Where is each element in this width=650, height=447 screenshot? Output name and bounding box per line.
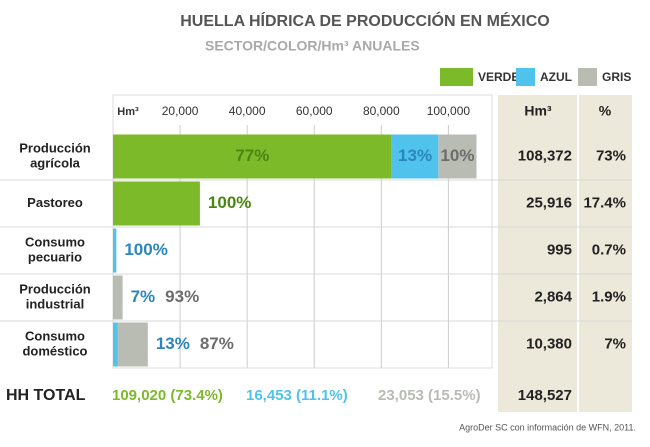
bar-segment	[113, 228, 117, 273]
category-label: Consumo	[25, 234, 85, 249]
value-label: 93%	[165, 287, 199, 306]
legend-label: GRIS	[602, 70, 631, 84]
value-label: 13%	[398, 146, 432, 165]
value-label: 100%	[208, 193, 251, 212]
category-label: Pastoreo	[27, 195, 83, 210]
category-label: agrícola	[30, 155, 81, 170]
table-cell: 108,372	[518, 147, 572, 164]
total-label: HH TOTAL	[6, 387, 86, 404]
total-cell: 109,020 (73.4%)	[112, 387, 223, 404]
value-label: 7%	[131, 287, 156, 306]
table-background	[498, 95, 632, 412]
x-tick-label: 80,000	[363, 104, 400, 118]
legend-swatch	[516, 68, 535, 86]
bar-segment	[113, 275, 123, 320]
table-cell: 17.4%	[583, 194, 626, 211]
table-cell: 2,864	[534, 288, 572, 305]
value-label: 100%	[124, 240, 167, 259]
chart-subtitle: SECTOR/COLOR/Hm³ ANUALES	[205, 38, 420, 54]
legend-label: VERDE	[478, 70, 519, 84]
x-tick-label: 40,000	[229, 104, 266, 118]
value-label: 13%	[156, 334, 190, 353]
table-cell: 0.7%	[592, 241, 626, 258]
x-tick-label: 20,000	[162, 104, 199, 118]
category-label: Producción	[19, 140, 91, 155]
total-cell: 16,453 (11.1%)	[246, 387, 348, 404]
category-label: Consumo	[25, 328, 85, 343]
value-label: 87%	[200, 334, 234, 353]
bar-segment	[113, 181, 200, 226]
total-value: 148,527	[518, 387, 572, 404]
chart-title: HUELLA HÍDRICA DE PRODUCCIÓN EN MÉXICO	[180, 11, 550, 30]
value-label: 10%	[440, 146, 474, 165]
category-label: pecuario	[28, 249, 82, 264]
bar-segment	[117, 322, 148, 367]
value-label: 77%	[235, 146, 269, 165]
table-cell: 7%	[604, 335, 626, 352]
legend-label: AZUL	[540, 70, 572, 84]
category-label: Producción	[19, 281, 91, 296]
bar-segment	[113, 275, 114, 320]
table-cell: 1.9%	[592, 288, 626, 305]
legend-swatch	[440, 68, 473, 86]
bar-segment	[113, 322, 118, 367]
x-tick-label: 60,000	[296, 104, 333, 118]
x-tick-label: 100,000	[427, 104, 471, 118]
category-label: doméstico	[22, 343, 87, 358]
table-header: %	[599, 103, 612, 119]
legend-swatch	[578, 68, 597, 86]
table-cell: 10,380	[526, 335, 572, 352]
category-label: industrial	[26, 296, 85, 311]
table-header: Hm³	[524, 103, 552, 119]
source: AgroDer SC con información de WFN, 2011.	[459, 422, 636, 432]
bar-segment	[438, 134, 477, 179]
x-axis-label: Hm³	[117, 106, 139, 118]
bar-segment	[391, 134, 439, 179]
table-cell: 25,916	[526, 194, 572, 211]
bar-segment	[113, 134, 392, 179]
table-cell: 995	[547, 241, 572, 258]
table-cell: 73%	[596, 147, 626, 164]
total-cell: 23,053 (15.5%)	[378, 387, 481, 404]
